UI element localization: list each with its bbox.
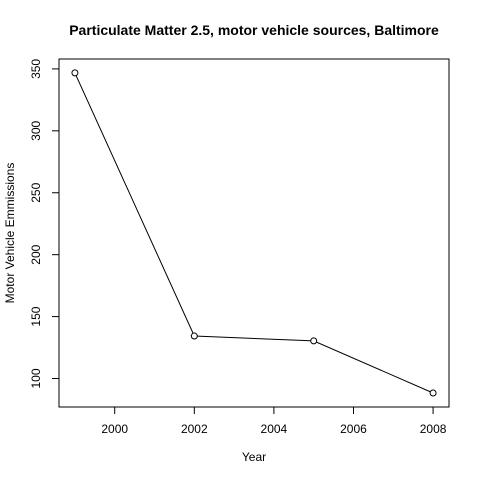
data-point-1: [190, 332, 198, 340]
x-tick-label-4: 2008: [420, 422, 447, 436]
y-tick-label-4: 300: [29, 120, 43, 140]
y-axis-label: Motor Vehicle Emmissions: [3, 163, 17, 304]
x-tick-label-2: 2004: [261, 422, 288, 436]
data-point-2: [310, 337, 318, 345]
x-tick-label-1: 2002: [181, 422, 208, 436]
y-tick-label-2: 200: [29, 244, 43, 264]
chart-title: Particulate Matter 2.5, motor vehicle so…: [69, 22, 439, 38]
y-tick-label-5: 350: [29, 59, 43, 79]
y-tick-label-0: 100: [29, 368, 43, 388]
data-point-0: [71, 69, 79, 77]
x-tick-label-0: 2000: [101, 422, 128, 436]
y-tick-label-1: 150: [29, 306, 43, 326]
data-point-3: [429, 389, 437, 397]
y-tick-label-3: 250: [29, 182, 43, 202]
x-axis-label: Year: [242, 450, 266, 464]
x-axis: 2000 2002 2004 2006 2008: [101, 407, 447, 436]
plot-frame: [58, 58, 450, 408]
x-tick-label-3: 2006: [340, 422, 367, 436]
series-path: [74, 72, 434, 394]
series-line: [71, 69, 437, 397]
y-axis: 100 150 200 250 300 350: [29, 59, 59, 389]
